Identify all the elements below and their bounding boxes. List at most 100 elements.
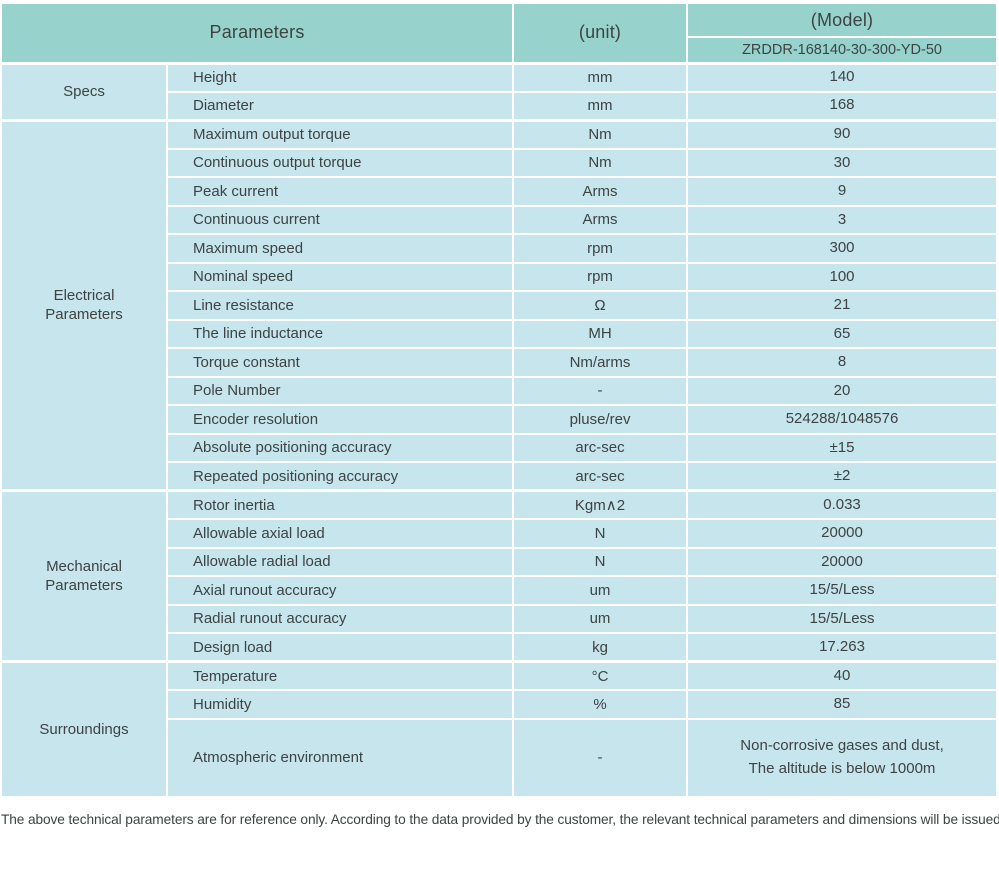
parameter-name: Repeated positioning accuracy <box>165 461 515 492</box>
table-row: Mechanical Parameters Rotor inertia Kgm∧2 0… <box>0 489 999 663</box>
parameter-value: 85 <box>686 689 999 720</box>
parameter-unit: - <box>512 375 689 406</box>
parameter-unit: kg <box>512 632 689 663</box>
footer-note: The above technical parameters are for r… <box>1 811 999 827</box>
parameter-name: Allowable axial load <box>165 518 515 549</box>
parameter-name: Allowable radial load <box>165 546 515 577</box>
table-row: Torque constant Nm/arms 8 <box>1 347 999 378</box>
table-row: Electrical Parameters Maximum output torq… <box>0 118 999 492</box>
parameter-unit: Kgm∧2 <box>512 489 689 520</box>
parameters-header-cell: Parameters <box>0 2 515 64</box>
parameter-value: 21 <box>686 290 999 321</box>
parameter-name: Height <box>165 61 515 93</box>
parameter-unit: um <box>512 575 689 606</box>
parameter-name: Rotor inertia <box>165 489 515 520</box>
parameters-table: Parameters (unit) (Model) ZRDDR-168140-3… <box>0 2 999 798</box>
parameter-unit: rpm <box>512 261 689 292</box>
section-label: Mechanical Parameters <box>0 489 168 663</box>
parameter-name: Maximum speed <box>165 233 515 264</box>
table-row: Surroundings Temperature °C 40 <box>0 660 999 798</box>
parameter-name: Design load <box>165 632 515 663</box>
parameter-name: Humidity <box>165 689 515 720</box>
table-row: Allowable axial load N 20000 <box>1 518 999 549</box>
table-row: Diameter mm 168 <box>1 90 999 121</box>
table-row: The line inductance MH 65 <box>1 318 999 349</box>
parameter-value: 9 <box>686 176 999 207</box>
parameter-unit: Nm/arms <box>512 347 689 378</box>
parameter-unit: mm <box>512 90 689 121</box>
parameter-unit: Arms <box>512 176 689 207</box>
parameter-value: 90 <box>686 118 999 150</box>
table-row: Continuous output torque Nm 30 <box>1 147 999 178</box>
parameter-name: Peak current <box>165 176 515 207</box>
parameter-unit: arc-sec <box>512 461 689 492</box>
parameter-unit: pluse/rev <box>512 404 689 435</box>
unit-header-cell: (unit) <box>512 2 689 64</box>
parameter-value: 140 <box>686 61 999 93</box>
parameter-value: 15/5/Less <box>686 575 999 606</box>
parameter-value: 3 <box>686 204 999 235</box>
parameter-value: 30 <box>686 147 999 178</box>
parameter-value: 300 <box>686 233 999 264</box>
parameter-name: Atmospheric environment <box>165 717 515 798</box>
parameter-name: The line inductance <box>165 318 515 349</box>
section-label: Specs <box>0 61 168 121</box>
parameter-name: Maximum output torque <box>165 118 515 150</box>
parameter-name: Continuous current <box>165 204 515 235</box>
parameter-unit: mm <box>512 61 689 93</box>
table-row: Line resistance Ω 21 <box>1 290 999 321</box>
parameter-unit: Arms <box>512 204 689 235</box>
parameter-name: Line resistance <box>165 290 515 321</box>
parameter-unit: N <box>512 518 689 549</box>
parameter-name: Absolute positioning accuracy <box>165 432 515 463</box>
table-row: Radial runout accuracy um 15/5/Less <box>1 603 999 634</box>
parameter-unit: % <box>512 689 689 720</box>
parameter-name: Nominal speed <box>165 261 515 292</box>
table-row: Humidity% 85 <box>1 689 999 720</box>
parameter-unit: Ω <box>512 290 689 321</box>
parameter-unit: N <box>512 546 689 577</box>
table-row: Design load kg 17.263 <box>1 632 999 663</box>
table-row: Maximum speed rpm 300 <box>1 233 999 264</box>
table-row: Atmospheric environment - Non-corrosive ga… <box>1 717 999 798</box>
table-row: Repeated positioning accuracy arc-sec ±2 <box>1 461 999 492</box>
model-number-cell: ZRDDR-168140-30-300-YD-50 <box>686 36 999 64</box>
table-header: Parameters (unit) (Model) ZRDDR-168140-3… <box>0 2 999 64</box>
parameter-name: Temperature <box>165 660 515 691</box>
parameter-name: Axial runout accuracy <box>165 575 515 606</box>
parameter-name: Pole Number <box>165 375 515 406</box>
parameter-unit: Nm <box>512 147 689 178</box>
parameter-unit: rpm <box>512 233 689 264</box>
header-row-model: ZRDDR-168140-30-300-YD-50 <box>1 36 999 64</box>
parameter-value: 20 <box>686 375 999 406</box>
parameter-unit: Nm <box>512 118 689 150</box>
parameter-value: 8 <box>686 347 999 378</box>
table-row: Encoder resolution pluse/rev 524288/104857… <box>1 404 999 435</box>
parameter-name: Torque constant <box>165 347 515 378</box>
parameter-name: Encoder resolution <box>165 404 515 435</box>
parameter-name: Continuous output torque <box>165 147 515 178</box>
table-body: Specs Height mm 140 Diameter mm 168 Electrical … <box>0 61 999 798</box>
section-label: Electrical Parameters <box>0 118 168 492</box>
parameter-unit: um <box>512 603 689 634</box>
parameter-value: Non-corrosive gases and dust, The altitu… <box>686 717 999 798</box>
parameter-name: Radial runout accuracy <box>165 603 515 634</box>
parameter-value: 65 <box>686 318 999 349</box>
parameter-value: 524288/1048576 <box>686 404 999 435</box>
table-row: Specs Height mm 140 <box>0 61 999 121</box>
header-row-top: Parameters (unit) (Model) <box>0 2 999 64</box>
parameter-value: 20000 <box>686 518 999 549</box>
section-label: Surroundings <box>0 660 168 798</box>
parameter-unit: MH <box>512 318 689 349</box>
parameter-value: 168 <box>686 90 999 121</box>
parameter-unit: °C <box>512 660 689 691</box>
parameter-value: 100 <box>686 261 999 292</box>
parameter-value: 17.263 <box>686 632 999 663</box>
table-row: Axial runout accuracy um 15/5/Less <box>1 575 999 606</box>
parameter-value: 20000 <box>686 546 999 577</box>
parameter-value: 15/5/Less <box>686 603 999 634</box>
parameter-value: ±15 <box>686 432 999 463</box>
parameter-value: ±2 <box>686 461 999 492</box>
parameter-name: Diameter <box>165 90 515 121</box>
